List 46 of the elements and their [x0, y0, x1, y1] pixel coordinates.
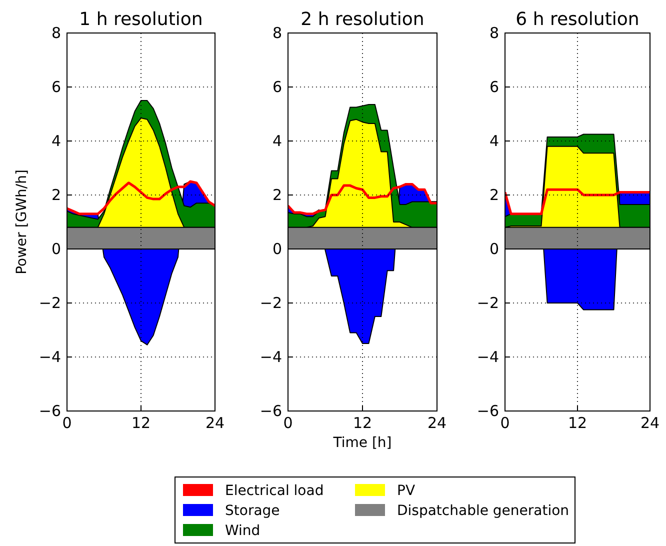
x-tick-label: 12	[352, 414, 372, 432]
y-tick-label: 0	[489, 240, 499, 258]
legend-label: Electrical load	[225, 483, 324, 499]
y-tick-label: −6	[476, 402, 499, 420]
y-tick-label: −6	[260, 402, 282, 420]
chart-title: 1 h resolution	[79, 9, 203, 30]
y-tick-label: −2	[38, 294, 61, 312]
x-tick-label: 0	[62, 414, 72, 432]
y-tick-label: 4	[272, 132, 282, 150]
y-tick-label: 0	[272, 240, 282, 258]
y-tick-label: 6	[489, 78, 499, 96]
y-tick-label: 8	[51, 24, 61, 42]
chart-title: 6 h resolution	[516, 9, 640, 30]
chart-title: 2 h resolution	[300, 9, 424, 30]
legend-label: Storage	[225, 503, 280, 519]
line-series	[505, 188, 650, 216]
y-tick-label: −4	[260, 348, 282, 366]
x-tick-label: 0	[500, 414, 510, 432]
y-tick-label: 2	[272, 186, 282, 204]
y-tick-label: 0	[51, 240, 61, 258]
line-series	[67, 180, 215, 216]
x-tick-label: 0	[283, 414, 293, 432]
y-tick-label: −4	[476, 348, 499, 366]
y-tick-label: 2	[51, 186, 61, 204]
x-tick-label: 24	[640, 414, 660, 432]
x-tick-label: 24	[427, 414, 447, 432]
x-tick-label: 24	[205, 414, 225, 432]
legend-label: Dispatchable generation	[397, 503, 570, 519]
legend-label: Wind	[225, 523, 260, 539]
x-tick-label: 12	[131, 414, 151, 432]
y-tick-label: 4	[489, 132, 499, 150]
y-tick-label: −2	[476, 294, 499, 312]
x-tick-label: 12	[568, 414, 588, 432]
y-tick-label: 8	[272, 24, 282, 42]
y-tick-label: 4	[51, 132, 61, 150]
y-tick-label: 8	[489, 24, 499, 42]
y-tick-label: −2	[260, 294, 282, 312]
line-series	[288, 182, 437, 216]
legend-label: PV	[397, 483, 416, 499]
y-tick-label: −6	[38, 402, 61, 420]
y-tick-label: 2	[489, 186, 499, 204]
y-axis-title: Power [GWh/h]	[14, 170, 30, 274]
y-tick-label: 6	[51, 78, 61, 96]
x-axis-title: Time [h]	[332, 435, 392, 451]
y-tick-label: −4	[38, 348, 61, 366]
y-tick-label: 6	[272, 78, 282, 96]
